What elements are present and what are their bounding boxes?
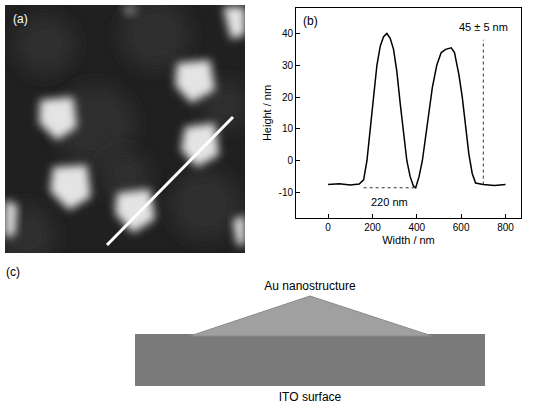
svg-text:Height / nm: Height / nm	[261, 85, 273, 141]
svg-text:800: 800	[497, 222, 514, 233]
svg-text:600: 600	[453, 222, 470, 233]
svg-text:(c): (c)	[6, 265, 20, 279]
svg-text:0: 0	[287, 155, 293, 166]
svg-text:Au nanostructure: Au nanostructure	[264, 279, 356, 293]
svg-text:200: 200	[364, 222, 381, 233]
svg-text:20: 20	[282, 92, 294, 103]
svg-text:30: 30	[282, 60, 294, 71]
svg-text:Width / nm: Width / nm	[382, 234, 435, 246]
svg-text:45 ± 5 nm: 45 ± 5 nm	[459, 21, 508, 33]
svg-text:0: 0	[325, 222, 331, 233]
svg-text:-10: -10	[279, 187, 294, 198]
svg-text:(a): (a)	[13, 12, 28, 26]
svg-text:(b): (b)	[303, 14, 318, 28]
svg-text:40: 40	[282, 28, 294, 39]
svg-text:400: 400	[408, 222, 425, 233]
svg-text:10: 10	[282, 123, 294, 134]
svg-text:ITO surface: ITO surface	[279, 390, 342, 404]
svg-text:220 nm: 220 nm	[371, 196, 408, 208]
